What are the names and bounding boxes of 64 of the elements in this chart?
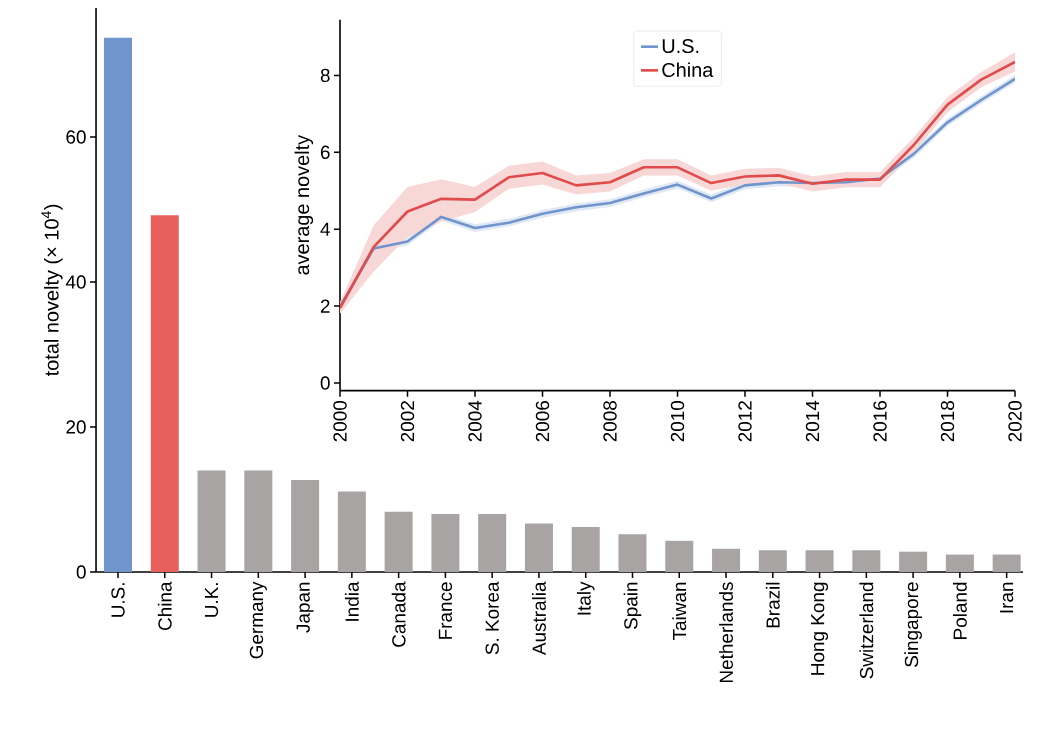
legend-label: U.S.: [662, 39, 699, 54]
x-tick-label: Netherlands: [719, 582, 733, 683]
y-tick-label: 20: [66, 420, 86, 434]
y-tick-label: 0: [320, 376, 330, 390]
bar: [618, 534, 647, 572]
y-tick-label: 60: [66, 130, 86, 144]
bar: [384, 511, 413, 572]
x-tick-label: Canada: [391, 581, 406, 647]
bar: [524, 523, 553, 572]
x-tick-label: 2008: [603, 401, 617, 442]
bar: [899, 551, 928, 572]
x-tick-label: Hong Kong: [811, 582, 829, 675]
bar: [197, 470, 226, 572]
x-tick-label: 2012: [738, 401, 752, 442]
bar: [945, 554, 974, 572]
x-tick-label: 2002: [400, 401, 415, 442]
y-tick-label: 8: [320, 68, 330, 83]
x-tick-label: Spain: [623, 582, 642, 630]
x-tick-label: 2018: [940, 401, 955, 442]
x-tick-label: Switzerland: [859, 582, 874, 679]
x-tick-label: 2014: [805, 400, 820, 442]
bar: [150, 215, 179, 572]
y-tick-label: 4: [320, 222, 330, 236]
bar: [104, 37, 133, 572]
bar: [805, 550, 834, 572]
x-tick-label: 2020: [1008, 400, 1022, 442]
x-tick-label: Singapore: [904, 582, 922, 667]
x-tick-label: Italy: [576, 581, 595, 615]
x-tick-label: 2016: [873, 401, 887, 442]
y-axis-title: average novelty: [294, 134, 314, 275]
bar: [758, 550, 787, 572]
x-tick-label: 2004: [468, 400, 482, 442]
bar: [665, 540, 694, 572]
bar: [431, 513, 460, 572]
bar: [337, 491, 366, 572]
y-tick-label: 40: [65, 275, 86, 289]
x-tick-label: U.S.: [111, 583, 125, 617]
x-tick-label: S. Korea: [485, 581, 499, 655]
x-tick-label: U.K.: [204, 583, 219, 617]
bar: [291, 479, 320, 572]
bar: [852, 550, 881, 572]
x-tick-label: Germany: [249, 581, 267, 659]
bar: [244, 470, 273, 572]
x-tick-label: Japan: [296, 582, 314, 633]
y-tick-label: 0: [76, 565, 86, 579]
x-tick-label: Iran: [1000, 582, 1014, 613]
legend-label: China: [662, 62, 714, 78]
x-tick-label: 2000: [333, 400, 347, 442]
x-tick-label: Poland: [952, 582, 967, 639]
x-tick-label: Australia: [532, 581, 546, 656]
bar: [571, 527, 600, 572]
y-tick-label: 6: [320, 145, 330, 160]
bar: [992, 554, 1021, 572]
bar: [478, 513, 507, 572]
y-tick-label: 2: [320, 299, 330, 313]
x-tick-label: China: [157, 581, 172, 631]
x-tick-label: Taiwan: [672, 582, 687, 641]
x-tick-label: Brazil: [765, 582, 780, 628]
x-tick-label: India: [344, 581, 359, 621]
y-axis-title: total novelty (× 10$^{4}$): [41, 204, 63, 377]
x-tick-label: 2010: [670, 400, 685, 442]
x-tick-label: France: [438, 582, 453, 639]
bar: [712, 548, 741, 572]
x-tick-label: 2006: [535, 401, 550, 442]
